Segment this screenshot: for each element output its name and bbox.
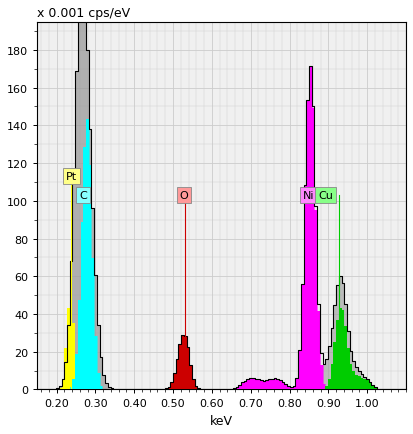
Text: Ni: Ni	[302, 191, 314, 201]
X-axis label: keV: keV	[210, 414, 233, 427]
Text: C: C	[79, 191, 87, 201]
Text: Pt: Pt	[66, 172, 77, 182]
Text: Cu: Cu	[318, 191, 333, 201]
Text: x 0.001 cps/eV: x 0.001 cps/eV	[37, 7, 130, 20]
Text: O: O	[180, 191, 188, 201]
